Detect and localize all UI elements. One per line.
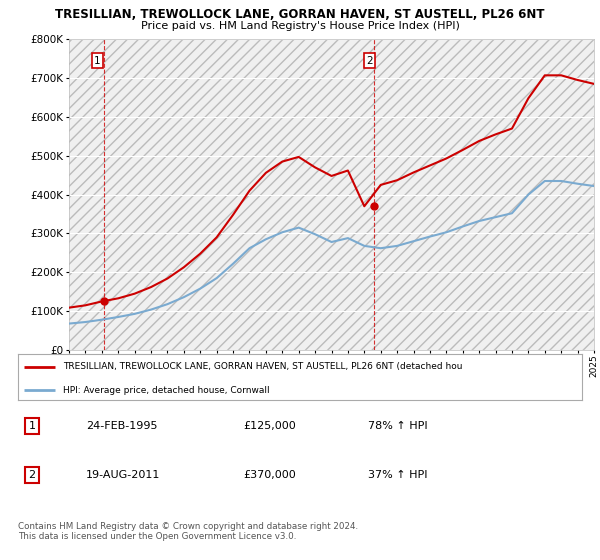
Text: 78% ↑ HPI: 78% ↑ HPI <box>368 421 427 431</box>
Text: 1: 1 <box>94 55 101 66</box>
Text: Price paid vs. HM Land Registry's House Price Index (HPI): Price paid vs. HM Land Registry's House … <box>140 21 460 31</box>
Text: 24-FEB-1995: 24-FEB-1995 <box>86 421 157 431</box>
Text: HPI: Average price, detached house, Cornwall: HPI: Average price, detached house, Corn… <box>63 386 270 395</box>
Text: Contains HM Land Registry data © Crown copyright and database right 2024.
This d: Contains HM Land Registry data © Crown c… <box>18 522 358 542</box>
Text: 19-AUG-2011: 19-AUG-2011 <box>86 470 160 480</box>
Text: 1: 1 <box>29 421 35 431</box>
Text: TRESILLIAN, TREWOLLOCK LANE, GORRAN HAVEN, ST AUSTELL, PL26 6NT (detached hou: TRESILLIAN, TREWOLLOCK LANE, GORRAN HAVE… <box>63 362 463 371</box>
Text: 2: 2 <box>29 470 35 480</box>
Text: £370,000: £370,000 <box>244 470 296 480</box>
Text: £125,000: £125,000 <box>244 421 296 431</box>
Text: TRESILLIAN, TREWOLLOCK LANE, GORRAN HAVEN, ST AUSTELL, PL26 6NT: TRESILLIAN, TREWOLLOCK LANE, GORRAN HAVE… <box>55 8 545 21</box>
Text: 37% ↑ HPI: 37% ↑ HPI <box>368 470 427 480</box>
Text: 2: 2 <box>366 55 373 66</box>
